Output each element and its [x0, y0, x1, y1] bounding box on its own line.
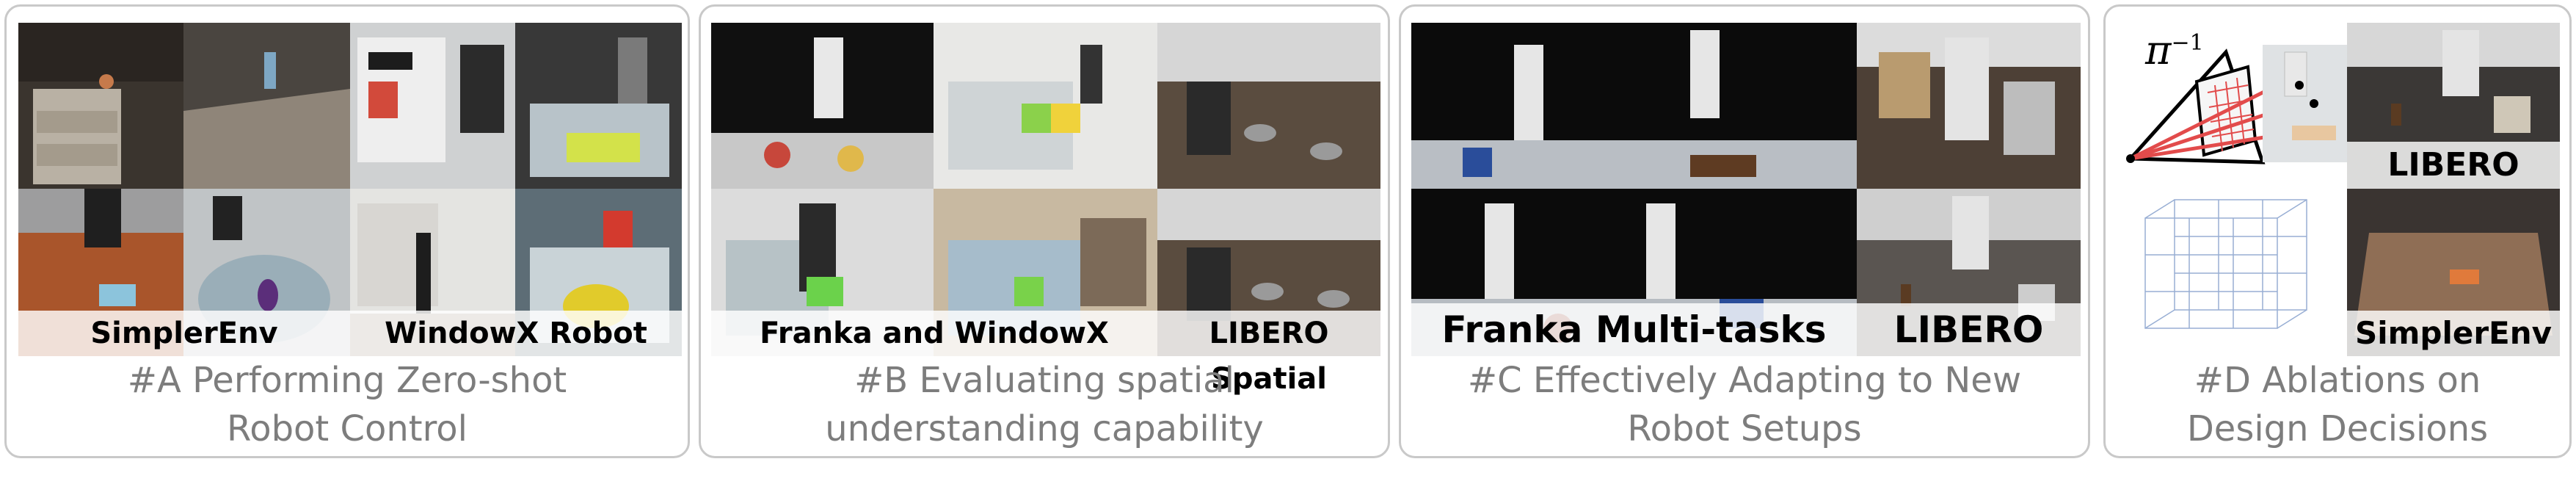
- panel-b: Franka and WindowX LIBERO Spatial #B Eva…: [699, 4, 1390, 458]
- label-windowx-robot: WindowX Robot: [350, 311, 682, 356]
- photo-simplerenv-table: [183, 23, 350, 189]
- photo-windowx-sink: [515, 23, 682, 189]
- photo-simplerenv-drawer: [18, 23, 183, 189]
- label-libero-d: LIBERO: [2347, 142, 2560, 189]
- label-libero-spatial: LIBERO Spatial: [1157, 311, 1380, 396]
- label-libero: LIBERO: [1857, 303, 2081, 356]
- label-simplerenv-d: SimplerEnv: [2347, 311, 2560, 356]
- diagram-voxel-grid: [2116, 189, 2347, 356]
- pi-symbol: π: [2145, 27, 2172, 73]
- panel-c: Franka Multi-tasks LIBERO #C Effectively…: [1399, 4, 2090, 458]
- caption-c: #C Effectively Adapting to New Robot Set…: [1467, 360, 2022, 449]
- caption-d: #D Ablations on Design Decisions: [2186, 360, 2489, 449]
- pi-exponent: −1: [2171, 30, 2204, 56]
- photo-libero-top: [1857, 23, 2081, 189]
- label-franka-and-windowx: Franka and WindowX: [711, 311, 1157, 356]
- panel-a: SimplerEnv WindowX Robot #A Performing Z…: [4, 4, 690, 458]
- photo-windowx-cubes: [934, 23, 1157, 189]
- caption-b: #B Evaluating spatial understanding capa…: [825, 360, 1264, 449]
- diagram-inverse-projection: [2116, 23, 2347, 189]
- panel-d: π−1 LIBERO SimplerEnv #D Ablations on De…: [2103, 4, 2572, 458]
- label-simplerenv: SimplerEnv: [18, 311, 350, 356]
- photo-franka-toys: [711, 23, 934, 189]
- inverse-projection-symbol: π−1: [2145, 27, 2204, 73]
- photo-windowx-microwave: [350, 23, 515, 189]
- label-franka-multitasks: Franka Multi-tasks: [1411, 303, 1857, 356]
- photo-libero-spatial-top: [1157, 23, 1380, 189]
- photo-franka-multitask-top: [1411, 23, 1857, 189]
- caption-a: #A Performing Zero-shot Robot Control: [127, 360, 567, 449]
